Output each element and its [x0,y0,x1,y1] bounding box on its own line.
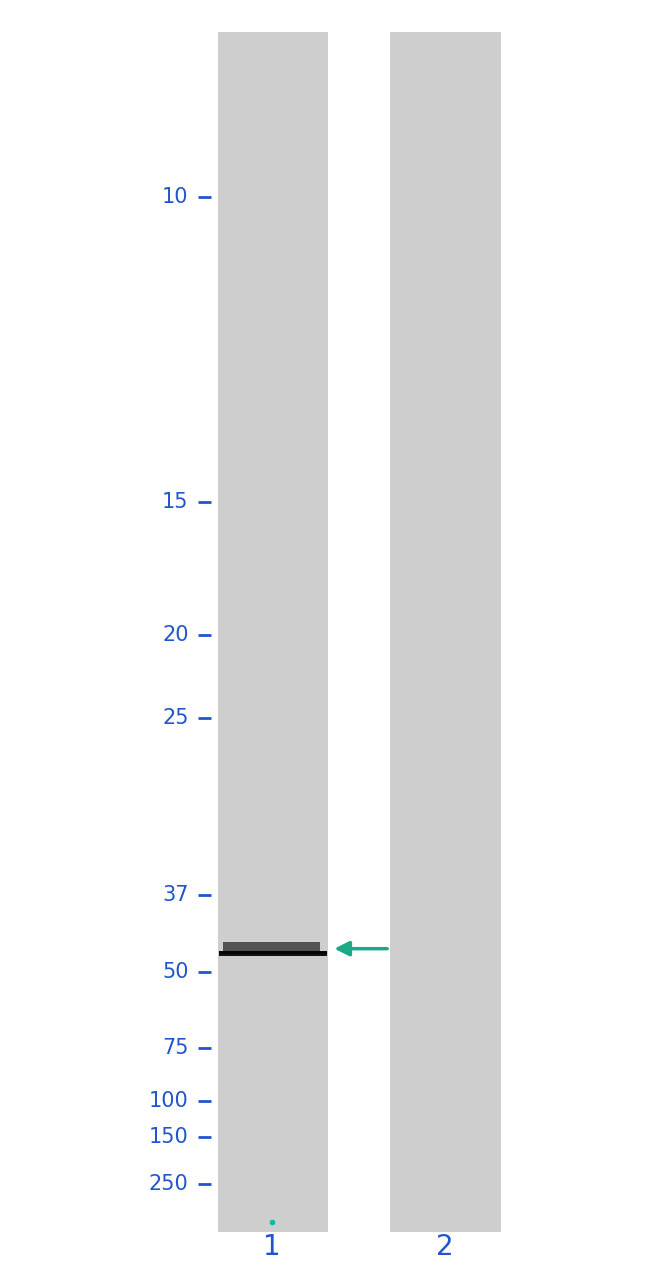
Text: 37: 37 [162,885,188,906]
Text: 150: 150 [149,1126,188,1147]
Bar [219,951,327,955]
Text: 15: 15 [162,491,188,512]
Text: 20: 20 [162,625,188,645]
Text: 100: 100 [149,1091,188,1111]
Text: 2: 2 [436,1233,454,1261]
Bar [219,951,327,954]
Bar [224,942,320,951]
Bar [390,32,500,1232]
Text: 250: 250 [149,1173,188,1194]
Text: 25: 25 [162,707,188,728]
Text: 10: 10 [162,187,188,207]
Text: 75: 75 [162,1038,188,1058]
Text: 1: 1 [263,1233,281,1261]
Bar [218,32,328,1232]
Text: 50: 50 [162,961,188,982]
